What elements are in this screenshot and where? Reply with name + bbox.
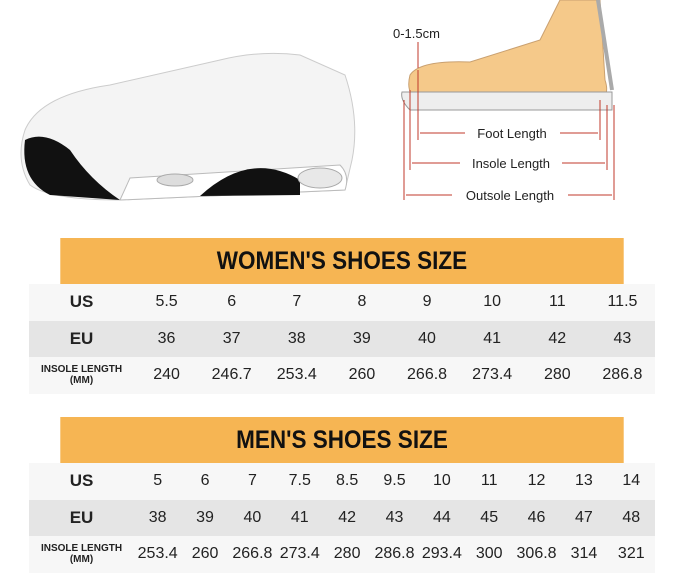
insole-length-label: Insole Length bbox=[472, 156, 550, 171]
size-cell: 260 bbox=[348, 366, 376, 384]
size-cell: 43 bbox=[385, 508, 404, 526]
row-label: EU bbox=[69, 328, 94, 348]
size-cell: 45 bbox=[480, 508, 499, 526]
size-cell: 246.7 bbox=[211, 366, 252, 384]
size-cell: 41 bbox=[483, 329, 502, 347]
size-cell: 43 bbox=[613, 329, 632, 347]
size-cell: 6 bbox=[200, 472, 210, 490]
size-cell: 273.4 bbox=[472, 366, 513, 384]
size-cell: 42 bbox=[548, 329, 567, 347]
size-cell: 13 bbox=[575, 472, 593, 490]
size-cell: 253.4 bbox=[137, 545, 178, 563]
size-cell: 6 bbox=[227, 293, 237, 311]
size-cell: 286.8 bbox=[374, 545, 415, 563]
eu-row: EU 38 39 40 41 42 43 44 45 46 47 48 bbox=[29, 499, 655, 536]
insole-row: INSOLE LENGTH (MM) 253.4 260 266.8 273.4 280 2… bbox=[29, 536, 655, 573]
size-cell: 48 bbox=[622, 508, 641, 526]
us-row: US 5 6 7 7.5 8.5 9.5 10 11 12 13 14 bbox=[29, 463, 655, 500]
size-cell: 46 bbox=[527, 508, 546, 526]
size-cell: 266.8 bbox=[232, 545, 273, 563]
size-cell: 7 bbox=[292, 293, 302, 311]
size-cell: 41 bbox=[290, 508, 309, 526]
foot-measurement-diagram: 0-1.5cm Foot Length Insole Length Outsol… bbox=[393, 0, 615, 203]
foot-length-label: Foot Length bbox=[477, 126, 546, 141]
row-label: INSOLE LENGTH (MM) bbox=[40, 364, 123, 387]
size-cell: 11 bbox=[549, 293, 566, 311]
size-cell: 8 bbox=[357, 293, 367, 311]
product-illustration: 0-1.5cm Foot Length Insole Length Outsol… bbox=[20, 0, 615, 203]
size-cell: 306.8 bbox=[516, 545, 557, 563]
size-cell: 10 bbox=[483, 293, 502, 311]
size-cell: 293.4 bbox=[421, 545, 462, 563]
size-cell: 7.5 bbox=[288, 472, 311, 490]
size-cell: 44 bbox=[432, 508, 451, 526]
mens-size-table: MEN'S SHOES SIZE US 5 6 7 7.5 8.5 9.5 10 11 12 13 1… bbox=[29, 417, 655, 573]
size-cell: 280 bbox=[543, 366, 571, 384]
row-label: US bbox=[69, 471, 94, 491]
size-cell: 260 bbox=[191, 545, 219, 563]
eu-row: EU 36 37 38 39 40 41 42 43 bbox=[29, 320, 655, 357]
us-row: US 5.5 6 7 8 9 10 11 11.5 bbox=[29, 284, 655, 321]
row-label: US bbox=[69, 292, 94, 312]
size-cell: 40 bbox=[243, 508, 262, 526]
tolerance-label: 0-1.5cm bbox=[393, 26, 440, 41]
size-cell: 5 bbox=[153, 472, 163, 490]
size-cell: 266.8 bbox=[407, 366, 448, 384]
size-cell: 47 bbox=[575, 508, 593, 526]
size-cell: 9 bbox=[422, 293, 432, 311]
size-cell: 286.8 bbox=[602, 366, 643, 384]
size-cell: 300 bbox=[475, 545, 503, 563]
size-cell: 5.5 bbox=[155, 293, 178, 311]
size-cell: 12 bbox=[527, 472, 546, 490]
size-cell: 8.5 bbox=[335, 472, 359, 490]
womens-table-title: WOMEN'S SHOES SIZE bbox=[60, 238, 624, 284]
size-cell: 321 bbox=[617, 545, 645, 563]
size-cell: 38 bbox=[287, 329, 306, 347]
size-cell: 280 bbox=[333, 545, 361, 563]
size-cell: 40 bbox=[418, 329, 436, 347]
size-cell: 42 bbox=[338, 508, 357, 526]
size-cell: 7 bbox=[247, 472, 257, 490]
size-cell: 11.5 bbox=[607, 293, 638, 311]
size-cell: 36 bbox=[157, 329, 176, 347]
row-label: EU bbox=[69, 507, 94, 527]
row-label: INSOLE LENGTH (MM) bbox=[40, 543, 123, 566]
size-cell: 39 bbox=[196, 508, 214, 526]
size-cell: 39 bbox=[353, 329, 371, 347]
size-cell: 253.4 bbox=[276, 366, 317, 384]
insole-row: INSOLE LENGTH (MM) 240 246.7 253.4 260 266.8 2… bbox=[29, 357, 655, 394]
size-cell: 14 bbox=[622, 472, 641, 490]
mens-table-title: MEN'S SHOES SIZE bbox=[60, 417, 624, 463]
size-cell: 9.5 bbox=[383, 472, 406, 490]
outsole-length-label: Outsole Length bbox=[466, 188, 554, 203]
size-cell: 38 bbox=[148, 508, 167, 526]
sneaker-image bbox=[20, 52, 356, 201]
womens-size-table: WOMEN'S SHOES SIZE US 5.5 6 7 8 9 10 11 11.5 EU 3… bbox=[29, 238, 655, 394]
size-cell: 11 bbox=[480, 472, 498, 490]
size-cell: 273.4 bbox=[279, 545, 320, 563]
size-cell: 37 bbox=[222, 329, 241, 347]
size-cell: 314 bbox=[570, 545, 598, 563]
size-cell: 10 bbox=[432, 472, 451, 490]
size-cell: 240 bbox=[153, 366, 180, 384]
